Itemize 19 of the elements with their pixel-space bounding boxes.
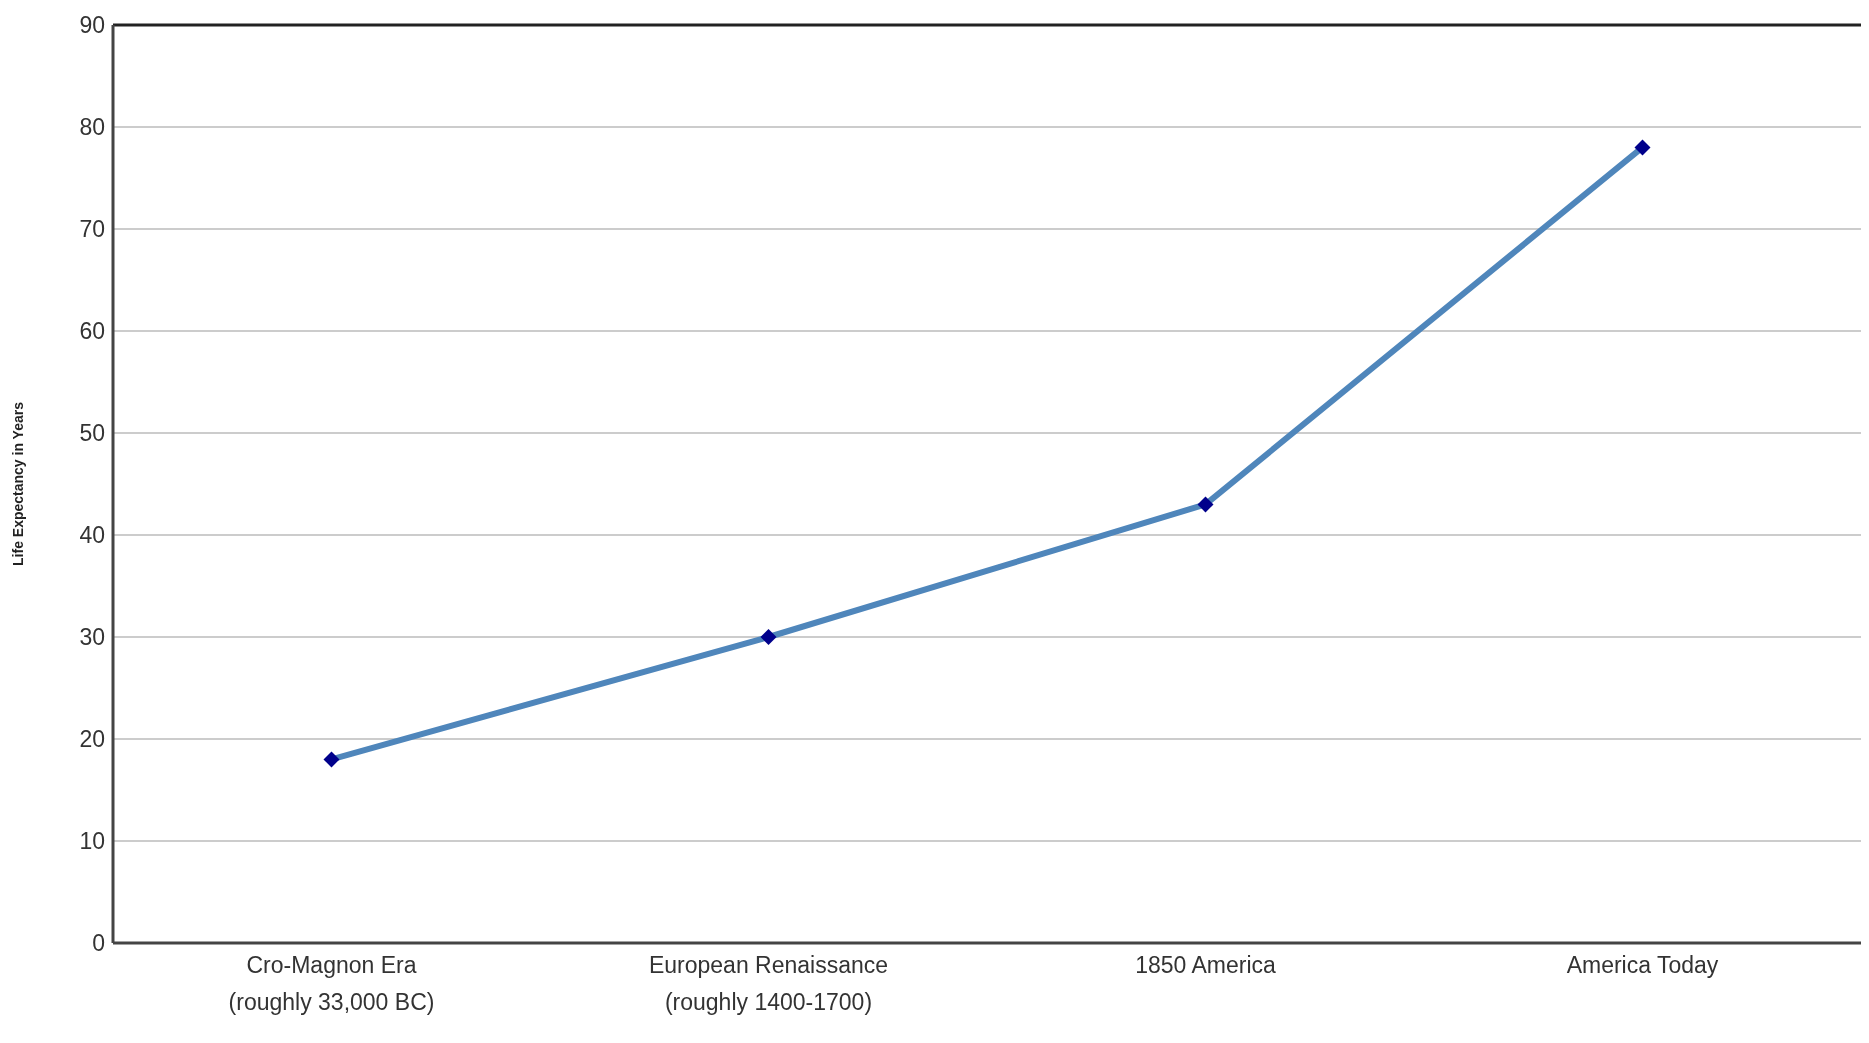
y-tick-label: 10 (79, 828, 105, 855)
point (1634, 139, 1651, 156)
y-tick-label: 70 (79, 216, 105, 243)
y-tick-label: 30 (79, 624, 105, 651)
y-axis-title: Life Expectancy in Years (9, 401, 26, 566)
x-tick-label: European Renaissance (roughly 1400-1700) (648, 952, 889, 1015)
y-tick-label: 60 (79, 318, 105, 345)
y-tick-label: 80 (79, 114, 105, 141)
x-tick-label: 1850 America (1135, 952, 1277, 978)
x-tick-label: America Today (1566, 952, 1719, 978)
y-tick-label: 0 (92, 930, 105, 957)
point (323, 751, 340, 768)
y-tick-label: 40 (79, 522, 105, 549)
y-tick-label: 20 (79, 726, 105, 753)
point (1197, 496, 1214, 513)
x-tick-label: Cro-Magnon Era (roughly 33,000 BC) (228, 952, 435, 1015)
point (760, 629, 777, 645)
y-tick-label: 50 (79, 420, 105, 447)
y-tick-label: 90 (79, 12, 105, 39)
